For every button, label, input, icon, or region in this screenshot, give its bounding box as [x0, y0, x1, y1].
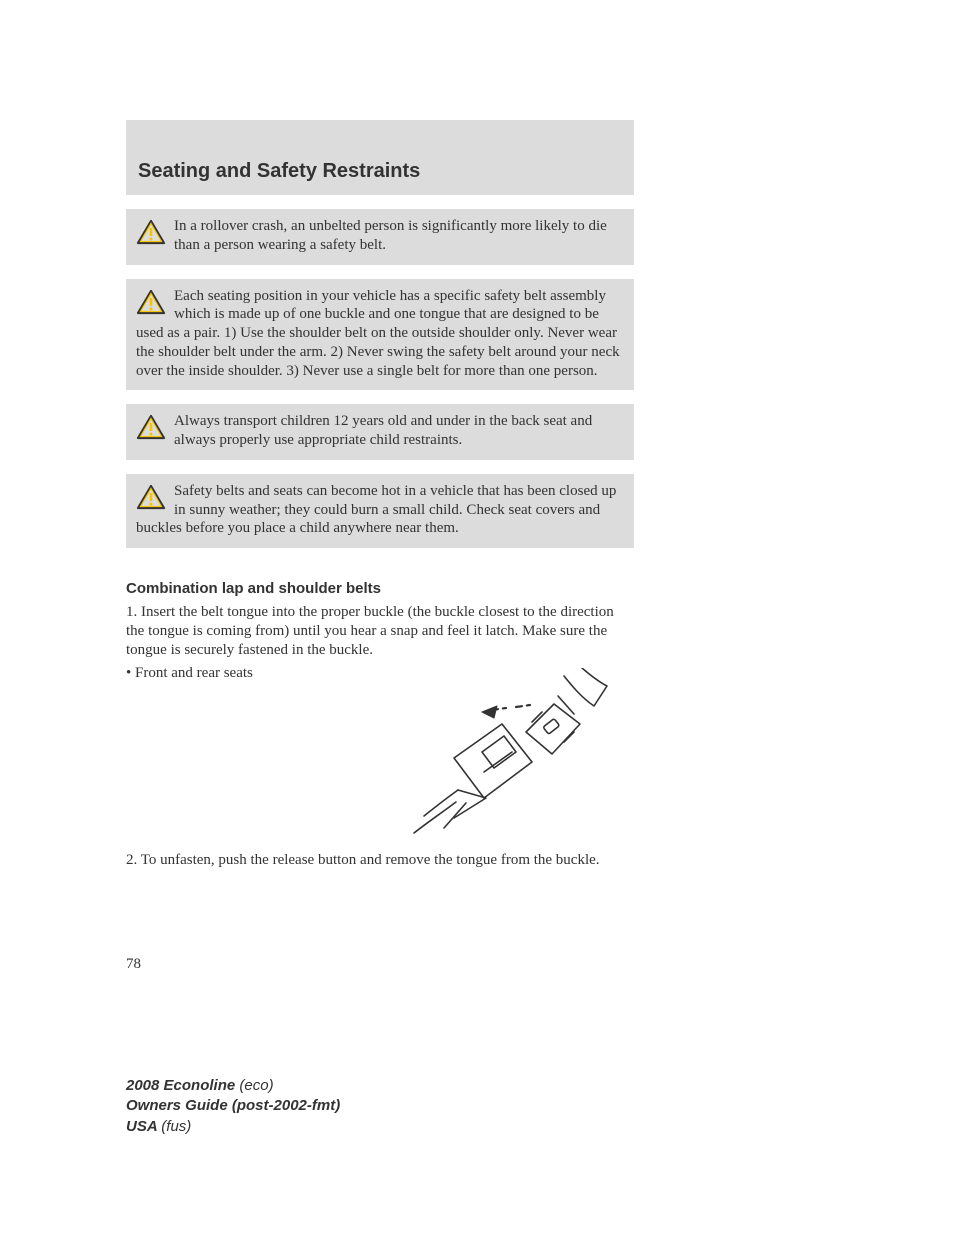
warning-text-4: Safety belts and seats can become hot in…	[136, 483, 616, 537]
warning-box-3: Always transport children 12 years old a…	[126, 404, 634, 460]
step-1-text: 1. Insert the belt tongue into the prope…	[126, 603, 634, 659]
warning-text-3: Always transport children 12 years old a…	[174, 413, 592, 448]
warning-box-1: In a rollover crash, an unbelted person …	[126, 209, 634, 265]
footer-line-2: Owners Guide (post-2002-fmt)	[126, 1096, 340, 1116]
footer: 2008 Econoline (eco) Owners Guide (post-…	[126, 1076, 340, 1137]
warning-icon	[136, 484, 166, 516]
seatbelt-diagram	[126, 668, 634, 843]
step-2-text: 2. To unfasten, push the release button …	[126, 851, 634, 870]
body-section: Combination lap and shoulder belts 1. In…	[126, 580, 634, 870]
warning-icon	[136, 414, 166, 446]
warning-text-2: Each seating position in your vehicle ha…	[136, 288, 620, 379]
warning-text-1: In a rollover crash, an unbelted person …	[174, 218, 607, 253]
footer-guide: Owners Guide (post-2002-fmt)	[126, 1097, 340, 1114]
section-header: Seating and Safety Restraints	[126, 120, 634, 195]
footer-line-1: 2008 Econoline (eco)	[126, 1076, 340, 1096]
warning-box-2: Each seating position in your vehicle ha…	[126, 279, 634, 391]
page-number: 78	[126, 956, 141, 973]
warning-icon	[136, 289, 166, 321]
footer-line-3: USA (fus)	[126, 1117, 340, 1137]
warning-icon	[136, 219, 166, 251]
footer-region: USA	[126, 1118, 161, 1135]
footer-model-code: (eco)	[239, 1077, 273, 1094]
subsection-title: Combination lap and shoulder belts	[126, 580, 634, 597]
footer-model: 2008 Econoline	[126, 1077, 239, 1094]
warning-box-4: Safety belts and seats can become hot in…	[126, 474, 634, 548]
page-content: Seating and Safety Restraints In a rollo…	[126, 120, 634, 876]
footer-region-code: (fus)	[161, 1118, 191, 1135]
section-title: Seating and Safety Restraints	[138, 160, 622, 183]
